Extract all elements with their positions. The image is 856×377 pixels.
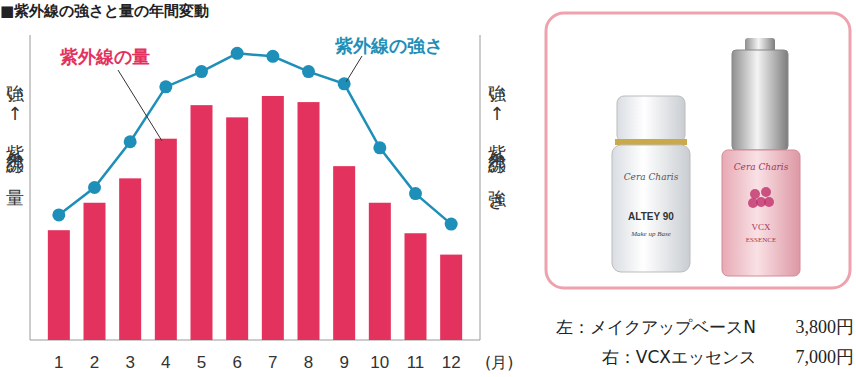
product-caption: 左：メイクアップベースN: [556, 317, 756, 337]
bar: [298, 102, 320, 340]
marker: [195, 65, 208, 78]
bottle-text: Make up Base: [630, 230, 671, 238]
x-tick-label: 8: [304, 353, 313, 372]
bar: [48, 230, 70, 340]
x-tick-label: 7: [268, 353, 277, 372]
x-tick-label: 9: [339, 353, 348, 372]
bar: [262, 96, 284, 340]
x-tick-label: 5: [197, 353, 206, 372]
bottle-text: ESSENCE: [746, 236, 776, 244]
bar: [226, 117, 248, 340]
bottle-text: VCX: [751, 222, 771, 232]
x-tick-label: 12: [442, 353, 461, 372]
bottle-text: ALTEY 90: [628, 211, 674, 222]
bottle-brand: Cera Charis: [624, 172, 679, 182]
annotation-leader: [118, 70, 162, 141]
bottle-body: [612, 145, 690, 272]
annotation-leader: [346, 56, 362, 82]
x-tick-label: 3: [125, 353, 134, 372]
bar: [405, 233, 427, 340]
bottle-cap: [732, 50, 788, 150]
bar: [84, 203, 106, 340]
marker: [373, 141, 386, 154]
series-annotation: 紫外線の量: [59, 46, 150, 67]
bottle-flower: [764, 197, 774, 207]
product-price: 3,800円: [796, 317, 855, 337]
bottle-cap: [617, 96, 685, 142]
marker: [338, 77, 351, 90]
series-annotation: 紫外線の強さ: [334, 35, 443, 56]
product-frame: [546, 13, 850, 288]
x-tick-label: 11: [407, 353, 425, 372]
y2-axis-label: 強い↑紫外線の強さ: [487, 70, 508, 210]
chart-title: ■紫外線の強さと量の年間変動: [0, 2, 209, 20]
y-axis-line: [30, 35, 31, 340]
bar: [333, 166, 355, 340]
bar: [191, 105, 213, 340]
plot-marks: [48, 47, 462, 340]
y2-axis-line: [480, 35, 481, 340]
marker: [159, 80, 172, 93]
canvas: ■紫外線の強さと量の年間変動123456789101112(月)強い↑紫外線の量…: [0, 0, 856, 377]
x-tick-label: 1: [54, 353, 63, 372]
bottle-flower: [748, 198, 758, 208]
y-axis-label: 強い↑紫外線の量: [5, 70, 26, 206]
marker: [266, 50, 279, 63]
marker: [124, 135, 137, 148]
x-tick-label: 10: [370, 353, 389, 372]
marker: [52, 208, 65, 221]
root: ■紫外線の強さと量の年間変動123456789101112(月)強い↑紫外線の量…: [0, 0, 856, 377]
x-tick-label: 6: [232, 353, 241, 372]
marker: [445, 218, 458, 231]
x-tick-label: 4: [161, 353, 170, 372]
bar: [155, 139, 177, 340]
bar: [119, 178, 141, 340]
marker: [88, 181, 101, 194]
line: [59, 53, 451, 224]
bottle-flower: [750, 189, 760, 199]
marker: [231, 47, 244, 60]
bottle-body: [722, 150, 800, 276]
marker: [302, 65, 315, 78]
x-tick-label: 2: [90, 353, 99, 372]
bottle-brand: Cera Charis: [734, 162, 789, 172]
bar: [369, 203, 391, 340]
bottle-flower: [761, 187, 771, 197]
bottle-band: [615, 139, 687, 145]
product-caption: 右：VCXエッセンス: [602, 347, 756, 367]
x-axis-label: (月): [485, 353, 513, 372]
bar: [440, 255, 462, 340]
product-price: 7,000円: [796, 347, 855, 367]
marker: [409, 187, 422, 200]
